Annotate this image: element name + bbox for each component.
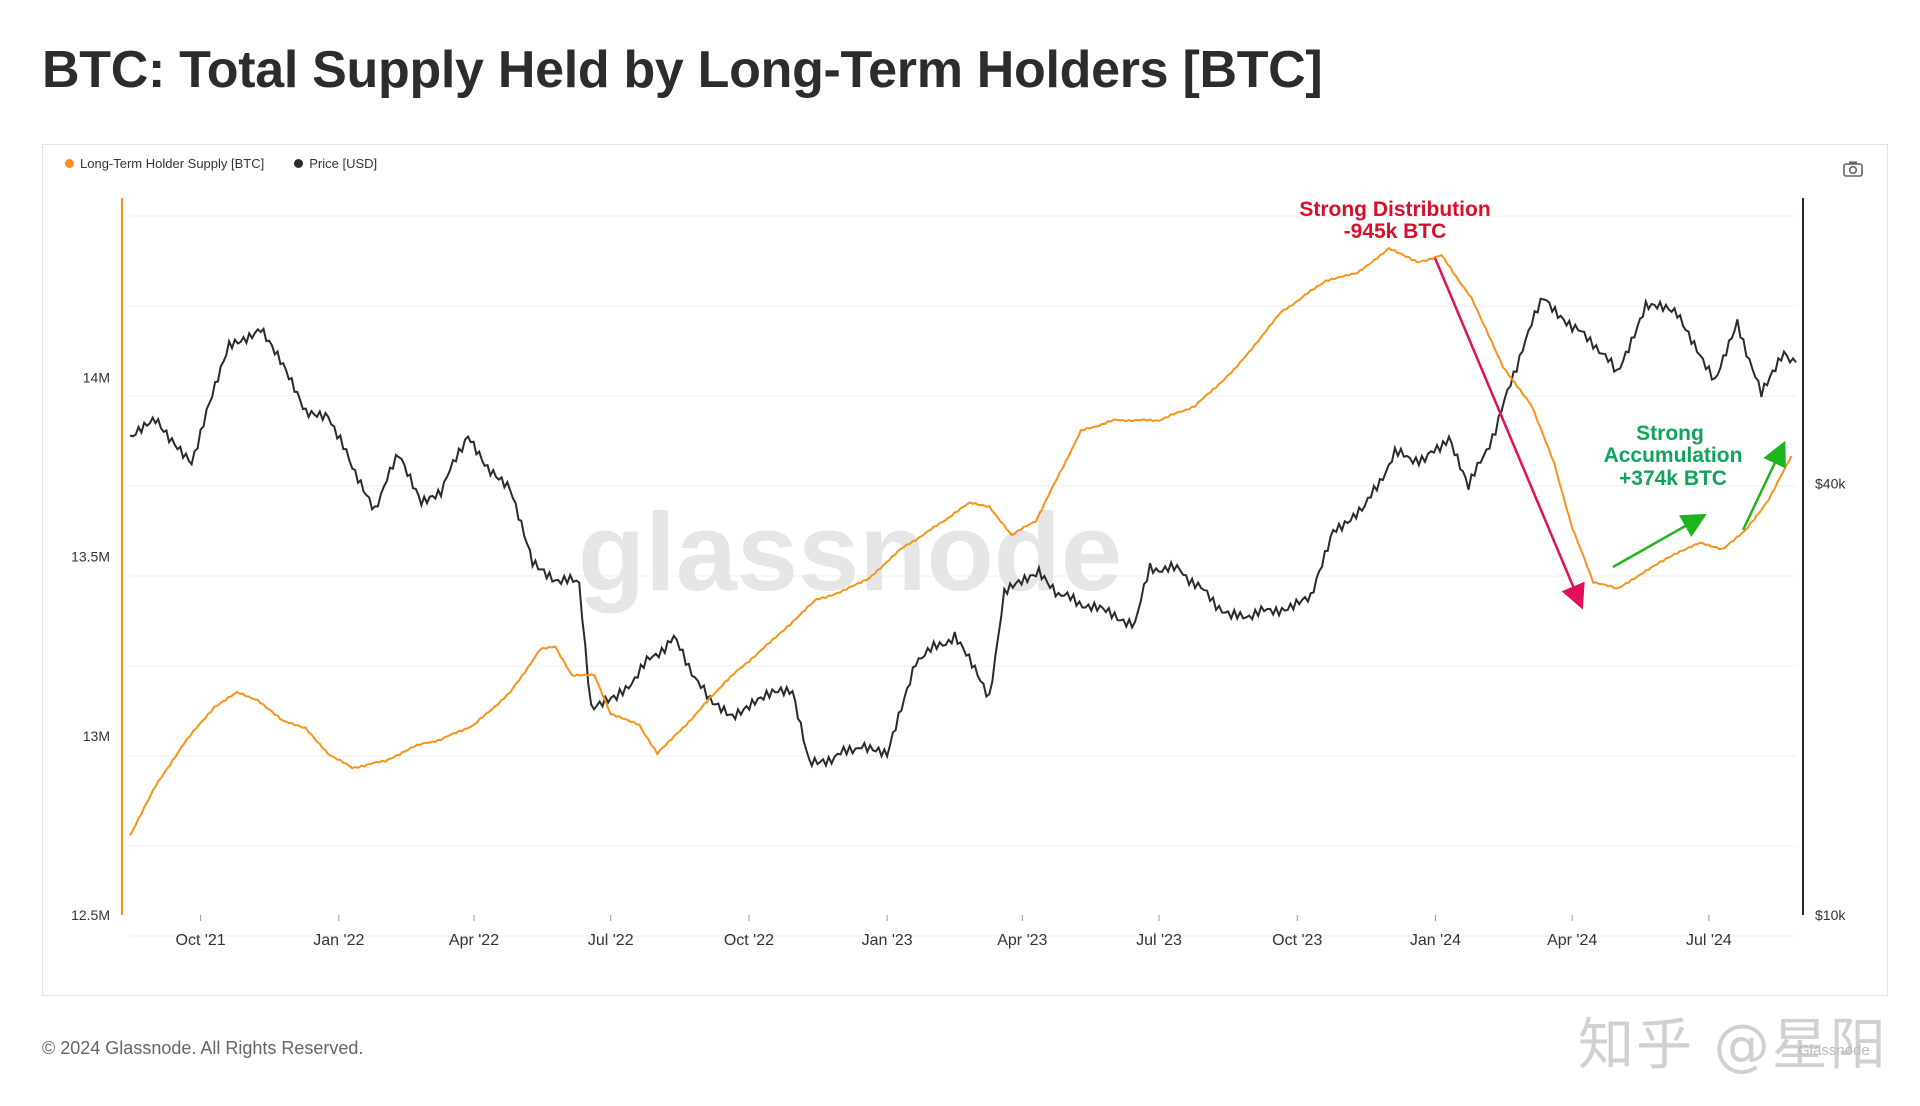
x-tick-label: Jul '23 <box>1136 932 1182 949</box>
y-left-tick-label: 13.5M <box>71 549 110 565</box>
x-tick-label: Jan '23 <box>862 932 913 949</box>
x-axis-ticks: Oct '21 Jan '22 Apr '22 Jul '22 Oct '22 Jan '… <box>176 915 1732 949</box>
y-left-tick-label: 14M <box>83 369 110 385</box>
x-tick-label: Jul '22 <box>588 932 634 949</box>
copyright-footer: © 2024 Glassnode. All Rights Reserved. <box>42 1038 364 1058</box>
x-tick-label: Oct '22 <box>724 932 774 949</box>
series-line-lth-supply <box>129 246 1793 836</box>
x-tick-label: Jan '24 <box>1410 932 1461 949</box>
x-tick-label: Jul '24 <box>1686 932 1732 949</box>
x-tick-label: Apr '22 <box>449 932 499 949</box>
accumulation-arrow-2 <box>1741 440 1786 531</box>
x-tick-label: Oct '21 <box>176 932 226 949</box>
legend-label-price: Price [USD] <box>309 156 378 171</box>
legend-item-lth-supply[interactable]: Long-Term Holder Supply [BTC] <box>65 156 264 171</box>
chart-legend: Long-Term Holder Supply [BTC] Price [USD… <box>65 156 377 171</box>
glassnode-watermark: glassnode <box>578 491 1122 614</box>
grid-lines <box>130 215 1796 937</box>
accumulation-label-1: Strong <box>1636 422 1704 445</box>
right-axis-ticks: $10k $40k <box>1815 475 1846 923</box>
distribution-arrow <box>1433 257 1585 610</box>
legend-item-price[interactable]: Price [USD] <box>294 156 377 171</box>
y-left-tick-label: 12.5M <box>71 907 110 923</box>
y-left-tick-label: 13M <box>83 728 110 744</box>
x-tick-label: Apr '23 <box>997 932 1047 949</box>
brand-mark: Glassnode <box>1798 1042 1870 1059</box>
x-tick-label: Apr '24 <box>1547 932 1597 949</box>
camera-icon[interactable] <box>1842 160 1864 178</box>
x-tick-label: Oct '23 <box>1272 932 1322 949</box>
chart-panel <box>42 144 1888 996</box>
legend-dot-price <box>294 159 304 168</box>
overlay-watermark: 知乎 @星阳 <box>1578 1013 1888 1078</box>
series-line-price <box>129 297 1797 769</box>
accumulation-arrow-1 <box>1612 513 1707 569</box>
accumulation-label-2: Accumulation <box>1604 444 1743 467</box>
x-tick-label: Jan '22 <box>313 932 364 949</box>
y-right-tick-label: $10k <box>1815 907 1846 923</box>
left-axis-ticks: 12.5M 13M 13.5M 14M <box>71 369 110 923</box>
y-right-tick-label: $40k <box>1815 475 1846 491</box>
distribution-label-2: -945k BTC <box>1344 220 1447 243</box>
distribution-label-1: Strong Distribution <box>1299 198 1490 221</box>
accumulation-label-3: +374k BTC <box>1619 467 1727 490</box>
page-title: BTC: Total Supply Held by Long-Term Hold… <box>42 41 1323 99</box>
legend-label-lth: Long-Term Holder Supply [BTC] <box>80 156 265 171</box>
legend-dot-lth <box>65 159 74 168</box>
